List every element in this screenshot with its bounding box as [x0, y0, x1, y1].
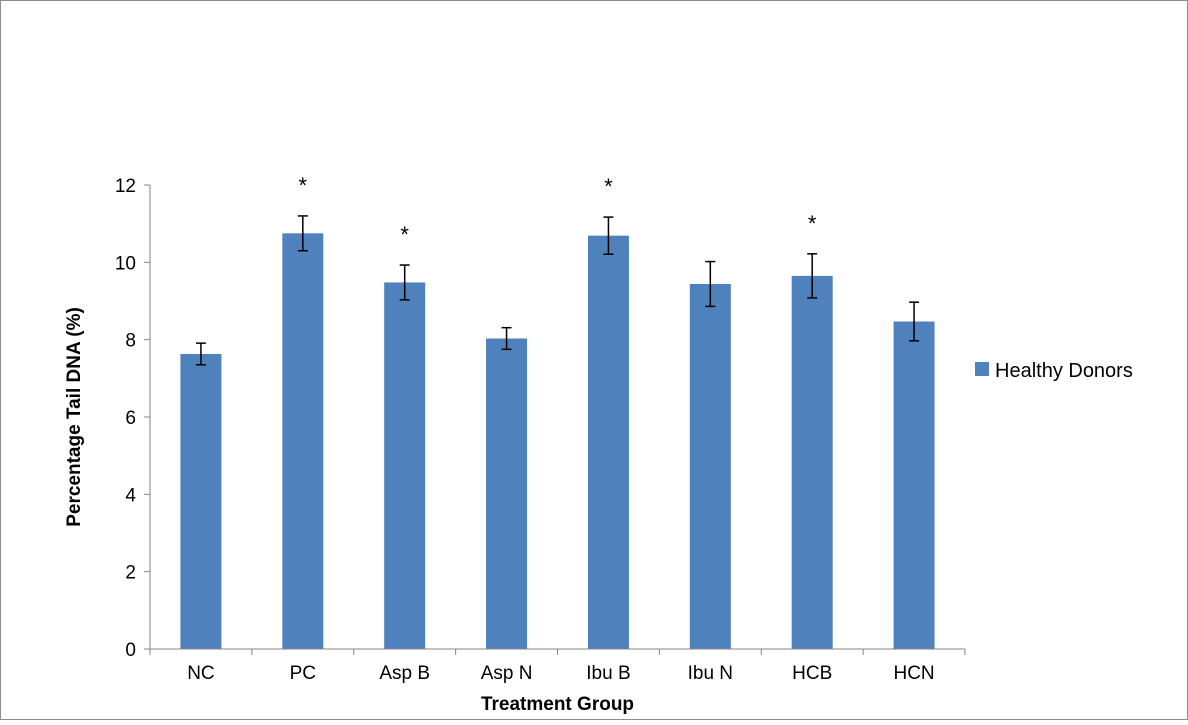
- x-tick-label: Ibu B: [586, 663, 630, 684]
- significance-mark: *: [808, 211, 817, 236]
- x-tick-label: NC: [187, 663, 214, 684]
- y-tick-label: 12: [115, 176, 136, 197]
- bar-nc: [180, 353, 222, 649]
- significance-mark: *: [604, 174, 613, 199]
- x-tick-label: Asp B: [379, 663, 430, 684]
- y-tick-label: 4: [125, 485, 136, 506]
- bar-pc: [282, 233, 324, 650]
- significance-mark: *: [400, 222, 409, 247]
- bar-asp-b: [384, 282, 426, 649]
- y-tick-label: 10: [115, 253, 136, 274]
- y-tick-label: 8: [125, 331, 136, 352]
- bar-hcb: [791, 275, 833, 649]
- legend: Healthy Donors: [975, 360, 1133, 382]
- bar-hcn: [893, 321, 935, 649]
- legend-label: Healthy Donors: [995, 360, 1133, 382]
- x-axis-title: Treatment Group: [481, 694, 634, 715]
- y-tick-label: 0: [125, 640, 136, 661]
- bar-ibu-b: [587, 235, 629, 650]
- x-tick-label: Ibu N: [688, 663, 733, 684]
- y-tick-label: 2: [125, 563, 136, 584]
- x-tick-label: PC: [290, 663, 316, 684]
- x-tick-label: HCN: [893, 663, 934, 684]
- legend-swatch: [975, 362, 989, 376]
- significance-mark: *: [299, 173, 308, 198]
- y-tick-label: 6: [125, 408, 136, 429]
- bar-asp-n: [486, 338, 528, 649]
- x-tick-label: HCB: [792, 663, 832, 684]
- y-axis-title: Percentage Tail DNA (%): [64, 307, 85, 527]
- x-tick-label: Asp N: [481, 663, 533, 684]
- bar-ibu-n: [689, 283, 731, 649]
